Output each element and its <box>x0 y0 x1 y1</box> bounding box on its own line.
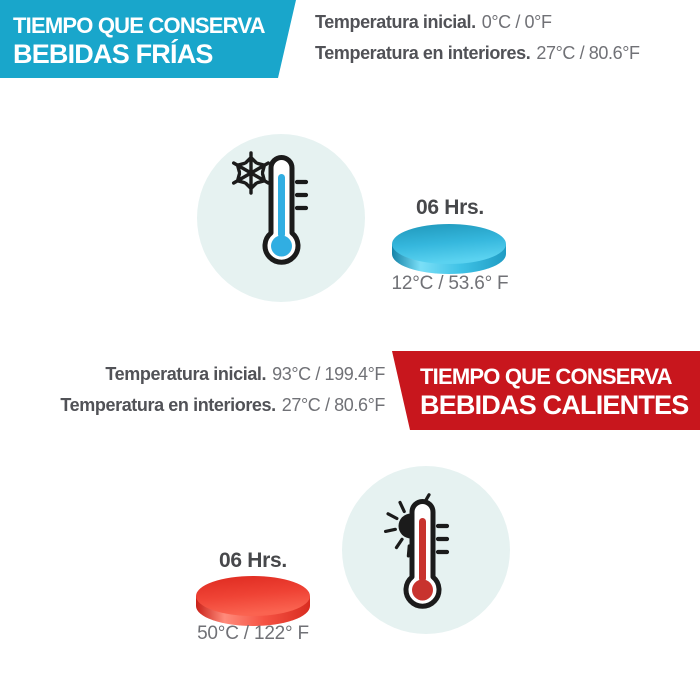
cold-indoor-temp-line: Temperatura en interiores. 27°C / 80.6°F <box>315 38 640 69</box>
sun-thermometer-icon <box>383 493 450 609</box>
cold-indoor-temp-label: Temperatura en interiores. <box>315 43 531 63</box>
hot-banner-line2: BEBIDAS CALIENTES <box>420 390 689 420</box>
cold-disc-graphic <box>392 224 506 274</box>
cold-time-disc <box>392 223 506 275</box>
snowflake-icon <box>231 151 271 195</box>
hot-banner: TIEMPO QUE CONSERVA BEBIDAS CALIENTES <box>392 351 700 430</box>
thermometer-scale-ticks <box>435 523 450 555</box>
cold-initial-temp-value: 0°C / 0°F <box>481 12 552 32</box>
hot-initial-temp-line: Temperatura inicial. 93°C / 199.4°F <box>60 359 385 390</box>
hot-result-temp: 50°C / 122° F <box>197 623 309 644</box>
cold-indoor-temp-value: 27°C / 80.6°F <box>536 43 640 63</box>
cold-initial-temp-line: Temperatura inicial. 0°C / 0°F <box>315 7 640 38</box>
hot-disc-graphic <box>196 576 310 626</box>
cold-banner-line2: BEBIDAS FRÍAS <box>13 39 213 69</box>
hot-duration-label: 06 Hrs. <box>219 549 287 572</box>
hot-icon-circle <box>342 466 510 634</box>
cold-icon-circle <box>197 134 365 302</box>
hot-indoor-temp-label: Temperatura en interiores. <box>60 395 276 415</box>
cold-result-temp: 12°C / 53.6° F <box>391 273 509 294</box>
cold-initial-temp-label: Temperatura inicial. <box>315 12 476 32</box>
hot-temperature-info: Temperatura inicial. 93°C / 199.4°F Tempe… <box>60 359 385 421</box>
thermometer-mercury <box>419 518 426 582</box>
thermometer-bulb <box>412 579 433 601</box>
hot-indoor-temp-value: 27°C / 80.6°F <box>281 395 386 415</box>
snowflake-thermometer-icon <box>231 151 309 265</box>
hot-initial-temp-value: 93°C / 199.4°F <box>272 364 385 384</box>
cold-banner: TIEMPO QUE CONSERVA BEBIDAS FRÍAS <box>0 0 296 78</box>
thermometer-bulb <box>271 235 292 257</box>
cold-duration-label: 06 Hrs. <box>416 196 484 219</box>
hot-indoor-temp-line: Temperatura en interiores. 27°C / 80.6°F <box>60 390 385 421</box>
cold-temperature-info: Temperatura inicial. 0°C / 0°F Temperatur… <box>315 7 640 69</box>
hot-initial-temp-label: Temperatura inicial. <box>105 364 267 384</box>
thermometer-scale-ticks <box>294 179 309 211</box>
hot-banner-line1: TIEMPO QUE CONSERVA <box>420 364 673 389</box>
thermometer-mercury <box>278 174 285 238</box>
cold-banner-line1: TIEMPO QUE CONSERVA <box>13 13 265 38</box>
hot-time-disc <box>196 575 310 627</box>
